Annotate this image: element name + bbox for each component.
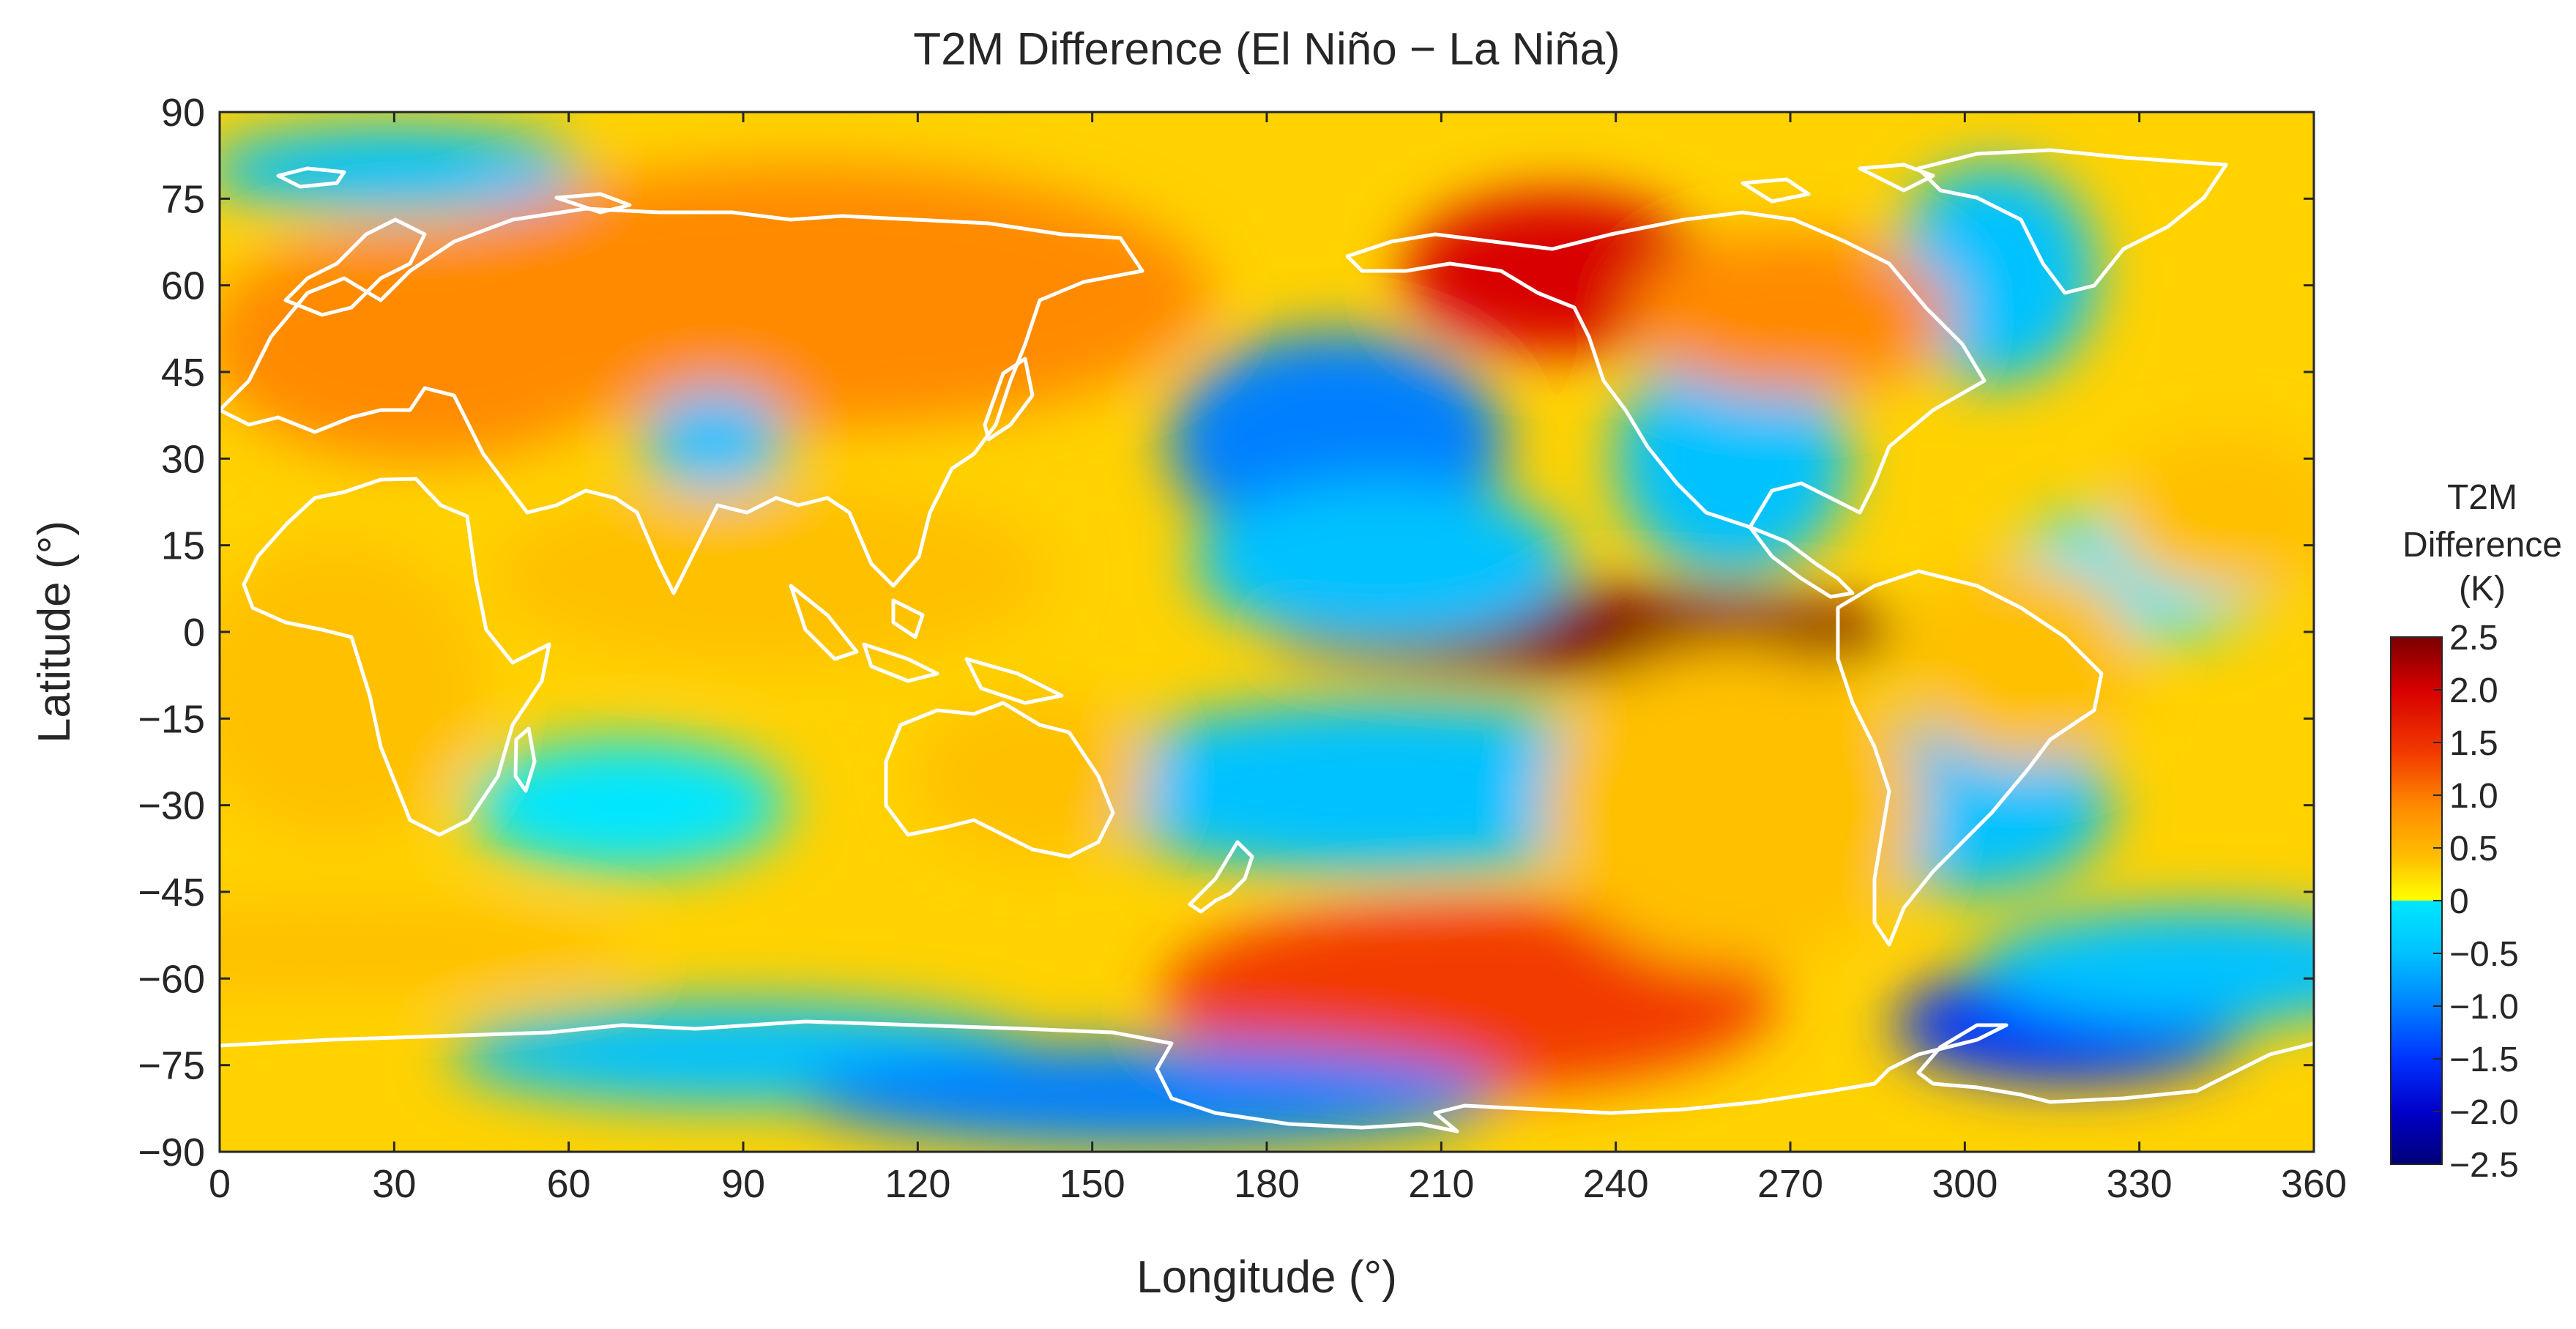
colorbar-tick-label: 1.0 (2449, 777, 2498, 816)
x-tick-label: 0 (209, 1162, 231, 1206)
y-axis-title: Latitude (°) (29, 521, 80, 743)
colorbar-tick-label: 0 (2449, 882, 2469, 921)
x-tick-label: 30 (372, 1162, 416, 1206)
coastline-north-america (1345, 210, 1987, 529)
x-tick-label: 300 (1932, 1162, 1998, 1206)
x-tick-label: 120 (885, 1162, 950, 1206)
y-tick-label: 45 (161, 351, 205, 395)
coastline-antarctica (220, 1019, 2314, 1133)
coastlines (220, 148, 2314, 1133)
coastline-south-america (1836, 569, 2104, 947)
coastline-australia (884, 701, 1115, 859)
coastline-new-zealand (1188, 840, 1254, 914)
anomaly-region (917, 696, 1152, 857)
anomaly-region (220, 125, 585, 214)
coastline-africa (242, 477, 551, 837)
anomaly-region (494, 486, 1051, 663)
coastline-arctic-islands (276, 163, 1935, 215)
x-tick-label: 330 (2107, 1162, 2173, 1206)
x-tick-label: 240 (1583, 1162, 1649, 1206)
coastline-central-america (1748, 525, 1855, 599)
y-tick-label: −45 (138, 871, 205, 915)
anomaly-region (466, 739, 789, 871)
anomaly-region (1905, 558, 2140, 764)
colorbar-title-line-1: T2M (2447, 478, 2517, 517)
coastline-scandinavia (283, 217, 427, 317)
y-tick-label: −75 (138, 1044, 205, 1088)
colorbar-tick-label: 1.5 (2449, 724, 2498, 763)
anomaly-region (1615, 341, 1850, 576)
y-tick-label: −30 (138, 784, 205, 828)
coastline-eurasia (220, 206, 1144, 595)
anomaly-region (799, 1043, 1503, 1146)
heatmap-plot-area (218, 111, 2315, 1153)
anomaly-region (220, 905, 629, 994)
coastline-madagascar (513, 726, 537, 793)
y-tick-label: 75 (161, 177, 205, 221)
colorbar-title-line-2: Difference (2402, 526, 2562, 565)
anomaly-region (1192, 482, 1574, 644)
coastline-maritime-continent (789, 584, 1064, 705)
anomaly-region (220, 543, 483, 836)
colorbar-tick-label: 2.0 (2449, 671, 2498, 710)
y-tick-label: 0 (183, 611, 205, 655)
x-axis: 0 30 60 90 120 150 180 210 240 270 300 330 360 (209, 112, 2347, 1206)
chart-title: T2M Difference (El Niño − La Niña) (913, 24, 1620, 75)
anomaly-region (1629, 234, 1951, 395)
colorbar-tick-label: 2.5 (2449, 619, 2498, 658)
anomaly-region (1075, 700, 1691, 876)
colorbar-tick-label: −2.5 (2449, 1146, 2519, 1185)
x-tick-label: 150 (1060, 1162, 1125, 1206)
anomaly-region (641, 390, 788, 493)
anomaly-region (1541, 644, 1923, 967)
anomaly-field (220, 125, 2314, 1146)
colorbar: T2M Difference (K) 2.5 2.0 1.5 1.0 0.5 0 −0.5 −… (2390, 478, 2562, 1185)
anomaly-region (1163, 901, 1779, 1091)
y-tick-label: 15 (161, 524, 205, 568)
y-tick-label: −15 (138, 697, 205, 741)
x-tick-label: 210 (1408, 1162, 1474, 1206)
coastline-greenland (1916, 148, 2228, 295)
colorbar-tick-label: −0.5 (2449, 935, 2519, 974)
y-tick-label: 30 (161, 437, 205, 481)
colorbar-tick-label: −1.5 (2449, 1041, 2519, 1079)
x-tick-label: 60 (547, 1162, 591, 1206)
y-tick-label: −60 (138, 957, 205, 1001)
colorbar-tick-label: −1.0 (2449, 988, 2519, 1027)
anomaly-region (2109, 436, 2314, 598)
y-tick-label: 60 (161, 264, 205, 308)
colorbar-tick-label: −2.0 (2449, 1093, 2519, 1132)
x-axis-title: Longitude (°) (1136, 1252, 1397, 1303)
anomaly-region (1978, 908, 2314, 1026)
colorbar-title-line-3: (K) (2459, 570, 2506, 608)
y-tick-label: 90 (161, 91, 205, 135)
y-tick-label: −90 (138, 1131, 205, 1174)
x-tick-label: 360 (2281, 1162, 2347, 1206)
x-tick-label: 180 (1234, 1162, 1300, 1206)
colorbar-tick-label: 0.5 (2449, 830, 2498, 868)
y-axis: 90 75 60 45 30 15 0 −15 −30 −45 −60 −75 −90 (138, 91, 2314, 1174)
coastline-japan (983, 357, 1035, 442)
x-tick-label: 270 (1757, 1162, 1823, 1206)
colorbar-ticks: 2.5 2.0 1.5 1.0 0.5 0 −0.5 −1.0 −1.5 −2.0 −2.5 (2433, 619, 2519, 1185)
x-tick-label: 90 (721, 1162, 765, 1206)
